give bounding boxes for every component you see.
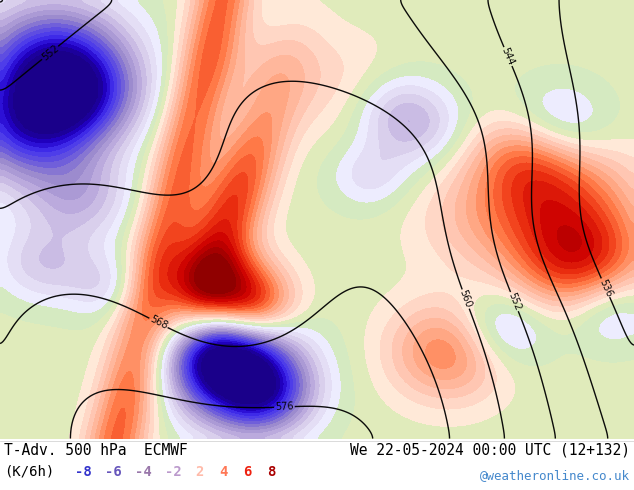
Text: 544: 544 [500, 46, 516, 67]
Text: -6: -6 [105, 465, 122, 479]
Text: (K/6h): (K/6h) [4, 465, 55, 479]
Text: 8: 8 [267, 465, 275, 479]
Text: 2: 2 [195, 465, 204, 479]
Text: 568: 568 [148, 314, 169, 332]
Text: 576: 576 [275, 402, 294, 412]
Text: -4: -4 [135, 465, 152, 479]
Text: 552: 552 [40, 43, 60, 63]
Text: We 22-05-2024 00:00 UTC (12+132): We 22-05-2024 00:00 UTC (12+132) [350, 442, 630, 458]
Text: @weatheronline.co.uk: @weatheronline.co.uk [480, 469, 630, 482]
Text: -8: -8 [75, 465, 92, 479]
Text: 560: 560 [458, 289, 474, 310]
Text: 552: 552 [506, 291, 522, 312]
Text: 4: 4 [219, 465, 228, 479]
Text: -2: -2 [165, 465, 182, 479]
Text: 536: 536 [597, 277, 614, 298]
Text: 6: 6 [243, 465, 251, 479]
Text: T-Adv. 500 hPa  ECMWF: T-Adv. 500 hPa ECMWF [4, 442, 188, 458]
